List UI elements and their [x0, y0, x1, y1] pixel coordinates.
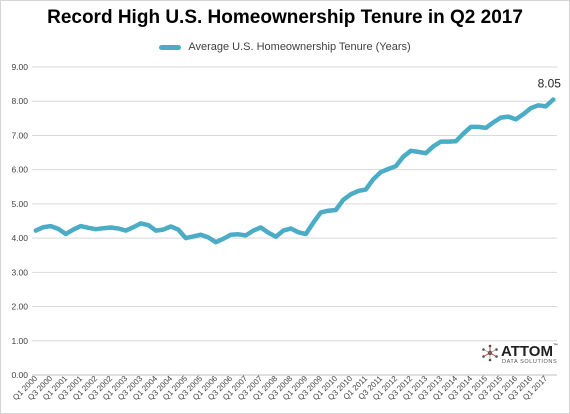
- chart-title: Record High U.S. Homeownership Tenure in…: [47, 7, 523, 28]
- y-tick-label: 6.00: [11, 165, 28, 175]
- legend-swatch: [159, 44, 182, 50]
- y-tick-label: 8.00: [11, 96, 28, 106]
- y-tick-label: 7.00: [11, 130, 28, 140]
- y-axis-ticks: 0.00 1.00 2.00 3.00 4.00 5.00 6.00 7.00 8.00 9.00: [11, 62, 28, 380]
- attom-logo: ATTOM™ DATA SOLUTIONS: [479, 343, 559, 369]
- y-tick-label: 3.00: [11, 267, 28, 277]
- series-line-average-tenure: [33, 97, 556, 245]
- y-tick-label: 1.00: [11, 336, 28, 346]
- y-tick-label: 9.00: [11, 62, 28, 72]
- last-value-label: 8.05: [538, 77, 562, 91]
- y-tick-label: 2.00: [11, 302, 28, 312]
- chart-legend: Average U.S. Homeownership Tenure (Years…: [1, 41, 569, 53]
- data-labels: 8.05: [538, 77, 562, 91]
- legend-label: Average U.S. Homeownership Tenure (Years…: [188, 41, 411, 53]
- attom-logo-tagline: DATA SOLUTIONS: [502, 359, 558, 365]
- attom-logo-wordmark: ATTOM™: [501, 343, 558, 360]
- gridlines: [32, 66, 557, 342]
- y-tick-label: 5.00: [11, 199, 28, 209]
- series-layer: [33, 97, 556, 245]
- attom-logo-mark-icon: [482, 344, 498, 362]
- y-tick-label: 4.00: [11, 233, 28, 243]
- y-tick-label: 0.00: [11, 370, 28, 380]
